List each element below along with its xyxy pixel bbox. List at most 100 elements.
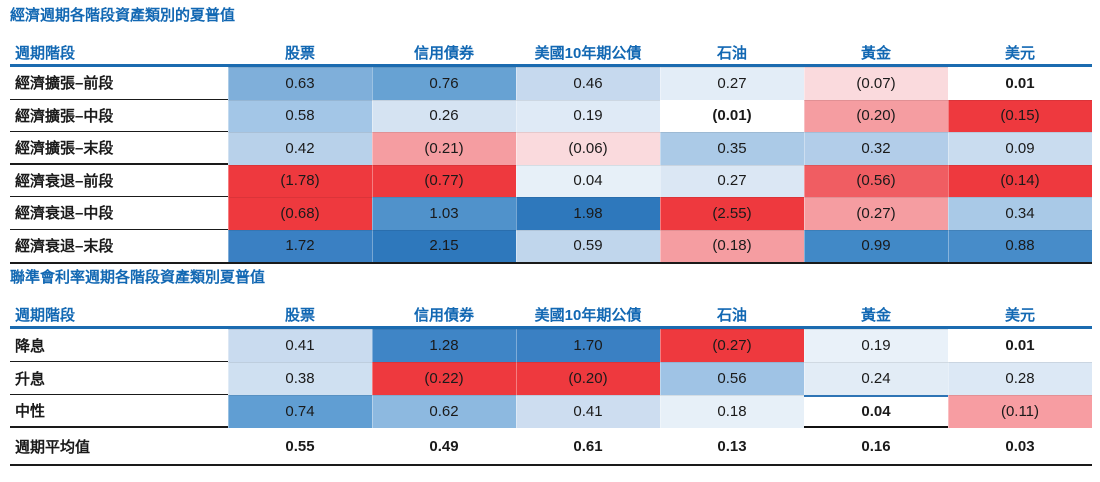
value-cell: 0.88 [948,229,1092,262]
value-cell: (1.78) [228,164,372,197]
value-cell: 0.01 [1005,74,1035,92]
table-row: 週期平均值 0.55 0.49 0.61 0.13 0.16 0.03 [10,428,1092,464]
value-cell: 0.62 [372,395,516,428]
value-cell: 0.27 [660,164,804,197]
column-header: 石油 [716,306,747,324]
value-cell: (2.55) [660,197,804,230]
row-label: 降息 [10,329,228,362]
value-cell: 1.98 [516,197,660,230]
row-label: 經濟衰退–中段 [10,197,228,230]
value-cell: 0.61 [573,437,603,455]
row-label: 中性 [10,395,228,428]
column-header: 股票 [284,306,315,324]
value-cell: 0.19 [804,329,948,362]
value-cell: 0.74 [228,395,372,428]
column-header: 股票 [284,44,315,62]
value-cell: 0.46 [516,67,660,100]
value-cell: 0.41 [228,329,372,362]
column-header: 石油 [716,44,747,62]
value-cell: (0.20) [804,99,948,132]
table-header-row: 週期階段 股票 信用債券 美國10年期公債 石油 黃金 美元 [10,302,1092,329]
economic-cycle-sharpe-table: 經濟週期各階段資產類別的夏普值 週期階段 股票 信用債券 美國10年期公債 石油 黃金 美元經… [10,6,1092,264]
value-cell: 0.34 [948,197,1092,230]
value-cell: (0.18) [660,229,804,262]
table-row: 升息 0.38 (0.22) (0.20) 0.56 0.24 0.28 [10,362,1092,395]
value-cell: 0.26 [372,99,516,132]
row-label: 週期平均值 [15,438,91,456]
value-cell: 0.35 [660,132,804,165]
table-row: 經濟衰退–中段 (0.68) 1.03 1.98 (2.55) (0.27) 0.34 [10,197,1092,230]
value-cell: 0.01 [1005,337,1035,354]
table-row: 中性 0.74 0.62 0.41 0.18 0.04 (0.11) [10,395,1092,428]
value-cell: 0.42 [228,132,372,165]
value-cell: (0.15) [948,99,1092,132]
value-cell: (0.77) [372,164,516,197]
value-cell: 0.13 [717,437,747,455]
value-cell: 0.56 [660,362,804,395]
value-cell: 0.32 [804,132,948,165]
column-header: 信用債券 [413,306,474,324]
table-body: 降息 0.41 1.28 1.70 (0.27) 0.19 0.01 升息 0.38 (0.22)… [10,329,1092,466]
value-cell: 0.03 [1005,437,1035,455]
table-row: 經濟擴張–中段 0.58 0.26 0.19 (0.01) (0.20) (0.15) [10,99,1092,132]
value-cell: (0.01) [712,107,752,125]
column-header: 黃金 [860,44,891,62]
value-cell: 1.72 [228,229,372,262]
table-row: 經濟衰退–前段 (1.78) (0.77) 0.04 0.27 (0.56) (0.14) [10,164,1092,197]
table-header-row: 週期階段 股票 信用債券 美國10年期公債 石油 黃金 美元 [10,40,1092,67]
row-label: 經濟衰退–前段 [10,165,228,197]
value-cell: (0.20) [516,362,660,395]
value-cell: 0.19 [516,99,660,132]
value-cell: 0.24 [804,362,948,395]
value-cell: 0.27 [660,67,804,100]
value-cell: 1.70 [516,329,660,362]
value-cell: (0.27) [660,329,804,362]
value-cell: 0.76 [372,67,516,100]
value-cell: 0.38 [228,362,372,395]
value-cell: 0.04 [804,395,948,428]
column-header: 黃金 [860,306,891,324]
table-body: 經濟擴張–前段 0.63 0.76 0.46 0.27 (0.07) 0.01 經濟擴張–中段… [10,67,1092,264]
value-cell: 1.28 [372,329,516,362]
column-header: 信用債券 [413,44,474,62]
row-label: 經濟衰退–末段 [15,238,114,256]
value-cell: 0.55 [285,437,315,455]
column-header: 美元 [1004,306,1035,324]
value-cell: (0.22) [372,362,516,395]
value-cell: (0.11) [948,395,1092,428]
value-cell: 0.04 [516,164,660,197]
table-title: 經濟週期各階段資產類別的夏普值 [10,7,236,24]
value-cell: 0.09 [948,132,1092,165]
value-cell: (0.56) [804,164,948,197]
column-header: 美國10年期公債 [534,306,642,324]
row-label: 升息 [10,362,228,395]
value-cell: (0.06) [516,132,660,165]
value-cell: 0.58 [228,99,372,132]
value-cell: 0.18 [660,395,804,428]
value-cell: (0.27) [804,197,948,230]
value-cell: 0.28 [948,362,1092,395]
value-cell: (0.21) [372,132,516,165]
row-label: 經濟擴張–中段 [10,100,228,132]
value-cell: 0.63 [228,67,372,100]
value-cell: 0.49 [429,437,459,455]
value-cell: 0.16 [861,437,891,455]
value-cell: 2.15 [372,229,516,262]
table-row: 經濟擴張–前段 0.63 0.76 0.46 0.27 (0.07) 0.01 [10,67,1092,100]
fed-rate-cycle-sharpe-table: 聯準會利率週期各階段資產類別夏普值週期階段 股票 信用債券 美國10年期公債 石油 黃金 美… [10,268,1092,466]
value-cell: (0.68) [228,197,372,230]
table-row: 降息 0.41 1.28 1.70 (0.27) 0.19 0.01 [10,329,1092,362]
value-cell: (0.14) [948,164,1092,197]
value-cell: 1.03 [372,197,516,230]
row-header-label: 週期階段 [15,306,76,324]
value-cell: 0.59 [516,229,660,262]
column-header: 美國10年期公債 [534,44,642,62]
table-title: 聯準會利率週期各階段資產類別夏普值 [10,269,266,286]
column-header: 美元 [1004,44,1035,62]
value-cell: (0.07) [804,67,948,100]
row-label: 經濟擴張–末段 [10,132,228,165]
table-row: 經濟擴張–末段 0.42 (0.21) (0.06) 0.35 0.32 0.09 [10,132,1092,165]
value-cell: 0.99 [804,229,948,262]
table-row: 經濟衰退–末段 1.72 2.15 0.59 (0.18) 0.99 0.88 [10,229,1092,262]
